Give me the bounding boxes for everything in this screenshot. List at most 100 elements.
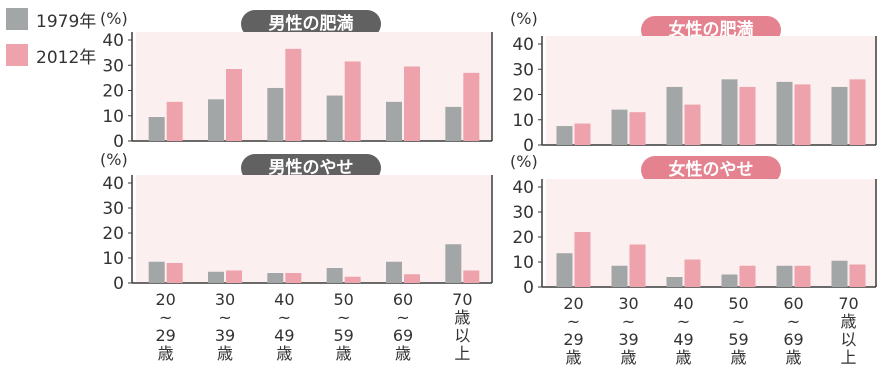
x-tick-label-part: 59 (728, 330, 748, 349)
bar-male-thinness-1979-3 (326, 268, 343, 283)
y-tick-label: 20 (102, 82, 124, 102)
x-tick-label-part: 歳 (675, 348, 691, 367)
bar-male-obesity-1979-1 (208, 99, 224, 141)
bar-male-obesity-2012-2 (285, 48, 302, 141)
x-tick-label-part: ~ (337, 308, 350, 327)
bar-female-thinness-2012-2 (684, 259, 701, 287)
x-tick-label-part: ~ (159, 308, 172, 327)
x-tick-label-part: ~ (622, 312, 635, 331)
x-tick-label-part: 20 (155, 290, 175, 309)
x-tick-label-part: 歳 (395, 344, 411, 363)
chart-panel-female-obesity: 0 10 20 30 40 (%) (510, 9, 877, 156)
bar-female-obesity-2012-4 (794, 84, 811, 145)
y-axis-label: (%) (100, 9, 128, 28)
bar-female-thinness-1979-0 (556, 253, 573, 287)
x-tick-label-part: 29 (563, 330, 583, 349)
plot-area (136, 32, 492, 141)
x-tick-label-2: 40~49歳 (673, 294, 693, 367)
plot-area (546, 179, 876, 287)
legend-swatch-2012 (6, 44, 28, 66)
y-tick-label: 30 (512, 203, 534, 223)
bar-male-thinness-2012-1 (226, 270, 242, 283)
bar-male-thinness-2012-4 (404, 274, 420, 283)
x-tick-label-2: 40~49歳 (274, 290, 294, 363)
x-tick-label-part: 歳 (785, 348, 801, 367)
bar-male-obesity-2012-3 (344, 61, 361, 141)
bar-female-obesity-1979-2 (666, 86, 683, 145)
y-tick-label: 0 (113, 274, 124, 294)
bar-male-obesity-2012-0 (166, 101, 183, 141)
plot-area (546, 36, 876, 145)
x-tick-label-0: 20~29歳 (563, 294, 583, 367)
bar-female-thinness-1979-4 (776, 265, 793, 287)
bar-female-obesity-1979-1 (611, 109, 628, 145)
bar-male-obesity-2012-4 (404, 66, 420, 141)
x-tick-label-part: 30 (618, 294, 638, 313)
bar-male-thinness-1979-2 (267, 273, 284, 283)
x-tick-label-part: 歳 (158, 344, 174, 363)
bar-male-thinness-2012-5 (463, 270, 480, 283)
x-tick-label-part: 70 (452, 290, 472, 309)
bar-male-thinness-1979-5 (445, 244, 462, 283)
x-tick-label-part: 以 (840, 330, 856, 349)
x-tick-label-part: 以 (454, 326, 470, 345)
y-tick-label: 10 (102, 249, 124, 269)
bar-male-obesity-1979-0 (148, 117, 165, 141)
y-tick-label: 10 (512, 253, 534, 273)
x-tick-label-part: 歳 (840, 312, 856, 331)
bar-female-obesity-1979-3 (721, 79, 738, 145)
bar-male-obesity-1979-5 (445, 106, 462, 141)
x-tick-label-part: 歳 (565, 348, 581, 367)
x-tick-label-part: 上 (454, 344, 470, 363)
x-tick-label-part: 40 (274, 290, 294, 309)
x-tick-label-part: 60 (783, 294, 803, 313)
bar-female-thinness-2012-5 (849, 264, 866, 287)
legend: 1979年 2012年 (6, 6, 96, 78)
x-tick-label-part: 40 (673, 294, 693, 313)
bar-female-obesity-2012-2 (684, 104, 701, 145)
bar-female-obesity-2012-0 (574, 123, 591, 145)
x-tick-label-part: 70 (838, 294, 858, 313)
y-tick-label: 40 (512, 178, 534, 198)
bar-female-obesity-1979-4 (776, 81, 793, 145)
y-tick-label: 20 (102, 224, 124, 244)
bar-male-thinness-1979-1 (208, 271, 224, 283)
bar-male-obesity-1979-3 (326, 95, 343, 141)
legend-label-2012: 2012年 (36, 47, 97, 68)
y-tick-label: 40 (102, 174, 124, 194)
y-tick-label: 30 (102, 199, 124, 219)
x-tick-label-0: 20~29歳 (155, 290, 175, 363)
x-tick-label-part: ~ (278, 308, 291, 327)
x-tick-label-part: ~ (218, 308, 231, 327)
bar-female-thinness-1979-5 (831, 260, 848, 287)
x-tick-label-part: 69 (393, 326, 413, 345)
x-tick-label-part: 39 (618, 330, 638, 349)
x-tick-label-part: 歳 (336, 344, 352, 363)
x-tick-label-part: 69 (783, 330, 803, 349)
x-tick-label-1: 30~39歳 (215, 290, 235, 363)
bar-male-thinness-1979-0 (148, 261, 165, 283)
legend-swatch-1979 (6, 8, 28, 30)
x-tick-label-part: 20 (563, 294, 583, 313)
x-tick-label-part: 上 (840, 348, 856, 367)
y-tick-label: 30 (512, 60, 534, 80)
x-tick-label-part: 歳 (217, 344, 233, 363)
bar-male-thinness-2012-3 (344, 276, 361, 283)
x-tick-label-part: 29 (155, 326, 175, 345)
x-tick-label-part: 60 (393, 290, 413, 309)
y-tick-label: 30 (102, 56, 124, 76)
x-tick-label-part: ~ (396, 308, 409, 327)
x-tick-label-part: 歳 (730, 348, 746, 367)
bar-female-obesity-2012-5 (849, 79, 866, 145)
x-tick-label-part: 30 (215, 290, 235, 309)
bar-female-thinness-1979-1 (611, 265, 628, 287)
y-tick-label: 0 (523, 278, 534, 298)
y-tick-label: 40 (102, 31, 124, 51)
x-tick-label-part: 49 (673, 330, 693, 349)
y-tick-label: 10 (102, 107, 124, 127)
bar-male-obesity-2012-1 (226, 69, 242, 141)
y-axis-label: (%) (510, 152, 538, 171)
bar-male-obesity-2012-5 (463, 72, 480, 141)
